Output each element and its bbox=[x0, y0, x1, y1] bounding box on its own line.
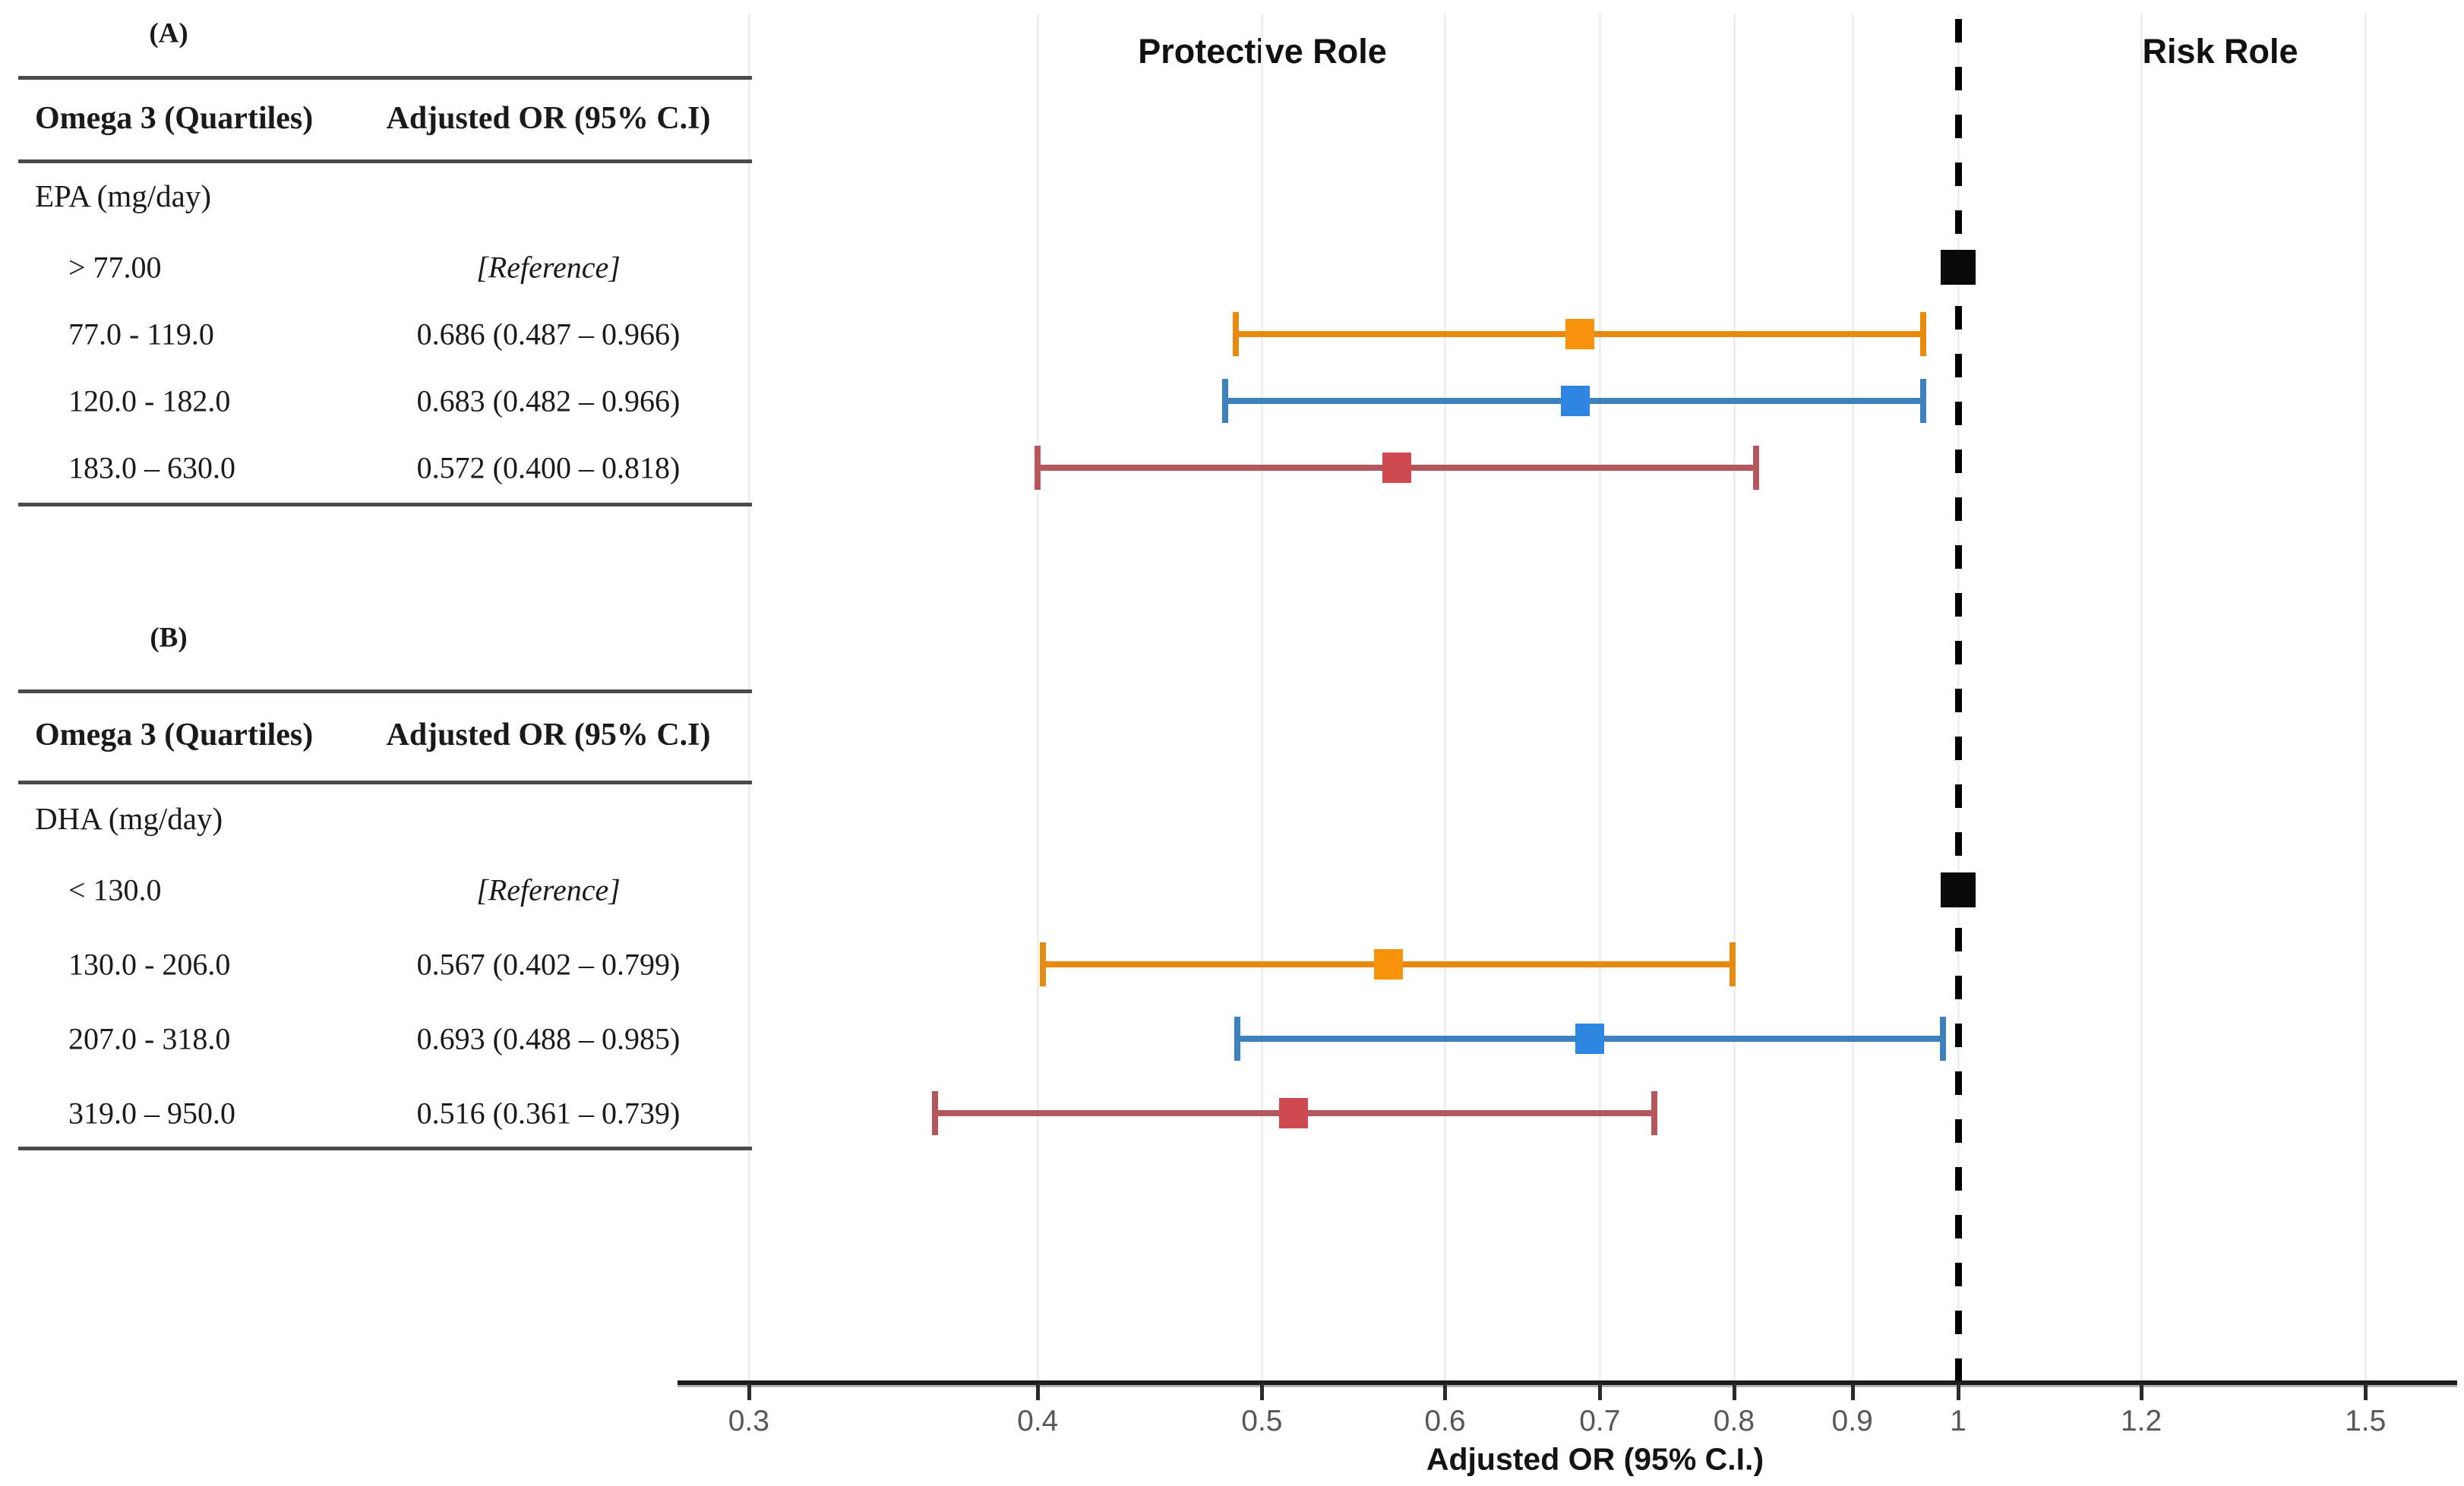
table-row-quartile: 77.0 - 119.0 bbox=[68, 317, 214, 352]
ci-cap-low bbox=[1221, 379, 1228, 423]
ci-cap-low bbox=[1234, 1017, 1241, 1061]
x-axis-tick-label: 0.4 bbox=[1017, 1405, 1059, 1437]
reference-marker bbox=[1941, 872, 1976, 907]
reference-marker bbox=[1941, 250, 1976, 285]
or-marker bbox=[1560, 386, 1590, 416]
plot-gridline bbox=[747, 14, 750, 1380]
x-axis-tick bbox=[2140, 1383, 2144, 1400]
group-label: DHA (mg/day) bbox=[35, 801, 223, 836]
plot-gridline bbox=[1599, 14, 1602, 1380]
plot-gridline bbox=[2364, 14, 2368, 1380]
x-axis-tick bbox=[747, 1383, 751, 1400]
x-axis-tick-label: 0.5 bbox=[1241, 1405, 1283, 1437]
plot-gridline bbox=[2140, 14, 2143, 1380]
x-axis-tick-label: 0.3 bbox=[728, 1405, 769, 1437]
ci-cap-low bbox=[1232, 312, 1239, 356]
panel-label: (B) bbox=[150, 622, 188, 654]
column-header-quartiles: Omega 3 (Quartiles) bbox=[35, 101, 314, 136]
table-row-quartile: 130.0 - 206.0 bbox=[68, 947, 231, 982]
table-rule bbox=[18, 1147, 752, 1150]
table-row-quartile: > 77.00 bbox=[68, 250, 162, 285]
x-axis-line-shadow bbox=[678, 1385, 2457, 1387]
or-marker bbox=[1279, 1098, 1309, 1128]
table-row-value: 0.516 (0.361 – 0.739) bbox=[416, 1096, 681, 1131]
table-row-value: 0.683 (0.482 – 0.966) bbox=[416, 383, 681, 418]
column-header-quartiles: Omega 3 (Quartiles) bbox=[35, 718, 314, 752]
x-axis-title: Adjusted OR (95% C.I.) bbox=[1426, 1441, 1764, 1477]
or-marker bbox=[1565, 319, 1594, 349]
table-row-quartile: 319.0 – 950.0 bbox=[68, 1096, 235, 1131]
x-axis-tick-label: 1.5 bbox=[2345, 1405, 2387, 1437]
x-axis-tick-label: 0.9 bbox=[1831, 1405, 1873, 1437]
table-rule bbox=[18, 689, 752, 693]
table-row-value: 0.693 (0.488 – 0.985) bbox=[416, 1021, 681, 1056]
table-rule bbox=[18, 76, 752, 80]
ci-cap-high bbox=[1920, 312, 1927, 356]
panel-label: (A) bbox=[149, 17, 188, 49]
x-axis-tick bbox=[1036, 1383, 1041, 1400]
x-axis-line bbox=[678, 1380, 2457, 1385]
x-axis-tick bbox=[2364, 1383, 2368, 1400]
x-axis-tick-label: 1 bbox=[1950, 1405, 1966, 1437]
x-axis-tick-label: 0.6 bbox=[1424, 1405, 1466, 1437]
table-row-value: [Reference] bbox=[476, 250, 621, 285]
x-axis-tick-label: 0.8 bbox=[1713, 1405, 1755, 1437]
column-header-adjusted-or: Adjusted OR (95% C.I) bbox=[386, 101, 711, 136]
plot-gridline bbox=[1733, 14, 1736, 1380]
x-axis-tick-label: 0.7 bbox=[1579, 1405, 1621, 1437]
ci-cap-high bbox=[1730, 942, 1736, 986]
table-row-quartile: 183.0 – 630.0 bbox=[68, 450, 235, 485]
table-row-quartile: 120.0 - 182.0 bbox=[68, 383, 231, 418]
table-row-quartile: 207.0 - 318.0 bbox=[68, 1021, 231, 1056]
plot-gridline bbox=[1851, 14, 1854, 1380]
ci-cap-high bbox=[1753, 446, 1760, 490]
plot-gridline bbox=[1037, 14, 1040, 1380]
x-axis-tick-label: 1.2 bbox=[2120, 1405, 2162, 1437]
table-row-value: 0.572 (0.400 – 0.818) bbox=[416, 450, 681, 485]
ci-cap-high bbox=[1651, 1091, 1658, 1135]
group-label: EPA (mg/day) bbox=[35, 178, 211, 213]
x-axis-tick bbox=[1443, 1383, 1448, 1400]
table-rule bbox=[18, 503, 752, 506]
x-axis-tick bbox=[1850, 1383, 1855, 1400]
or-marker bbox=[1575, 1024, 1605, 1054]
x-axis-tick bbox=[1260, 1383, 1265, 1400]
risk-role-label: Risk Role bbox=[2142, 32, 2298, 71]
table-row-quartile: < 130.0 bbox=[68, 872, 162, 907]
or-marker bbox=[1382, 453, 1412, 483]
table-rule bbox=[18, 159, 752, 163]
table-row-value: 0.567 (0.402 – 0.799) bbox=[416, 947, 681, 982]
table-rule bbox=[18, 781, 752, 784]
ci-cap-low bbox=[1039, 942, 1046, 986]
ci-cap-low bbox=[931, 1091, 938, 1135]
reference-dashed-line bbox=[1955, 19, 1962, 1380]
ci-cap-high bbox=[1940, 1017, 1946, 1061]
ci-cap-low bbox=[1035, 446, 1041, 490]
or-marker bbox=[1373, 949, 1403, 980]
x-axis-tick bbox=[1598, 1383, 1603, 1400]
ci-cap-high bbox=[1920, 379, 1927, 423]
x-axis-tick bbox=[1957, 1383, 1960, 1400]
column-header-adjusted-or: Adjusted OR (95% C.I) bbox=[386, 718, 711, 752]
plot-gridline bbox=[1444, 14, 1447, 1380]
plot-gridline bbox=[1261, 14, 1264, 1380]
table-row-value: 0.686 (0.487 – 0.966) bbox=[416, 317, 681, 352]
x-axis-tick bbox=[1732, 1383, 1736, 1400]
table-row-value: [Reference] bbox=[476, 872, 621, 907]
